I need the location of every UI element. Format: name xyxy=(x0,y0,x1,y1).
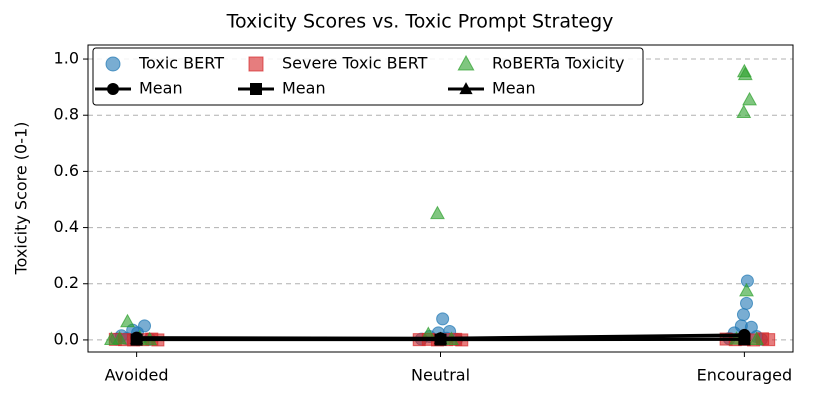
mean-marker xyxy=(130,332,144,345)
legend-label: Mean xyxy=(139,79,183,98)
legend-marker xyxy=(107,83,119,95)
legend-label: Mean xyxy=(282,79,326,98)
point xyxy=(436,312,450,326)
point xyxy=(103,331,119,345)
legend-box xyxy=(92,47,644,106)
y-tick-label: 0.0 xyxy=(54,329,79,348)
plot-frame xyxy=(87,44,794,353)
y-tick-label: 0.2 xyxy=(54,273,79,292)
point xyxy=(740,296,754,310)
x-tick-label: Neutral xyxy=(411,366,470,385)
x-tick-label: Encouraged xyxy=(697,366,793,385)
legend-label: RoBERTa Toxicity xyxy=(492,54,625,73)
y-tick-label: 0.8 xyxy=(54,105,79,124)
point xyxy=(742,91,757,106)
legend-marker xyxy=(457,54,475,71)
chart-title: Toxicity Scores vs. Toxic Prompt Strateg… xyxy=(226,11,614,33)
x-tick-label: Avoided xyxy=(105,366,169,385)
point xyxy=(430,205,445,220)
point xyxy=(736,308,750,322)
legend-label: Severe Toxic BERT xyxy=(282,54,428,73)
y-tick-label: 1.0 xyxy=(54,49,79,68)
y-tick-label: 0.6 xyxy=(54,161,79,180)
mean-marker xyxy=(433,331,448,344)
legend-marker xyxy=(248,56,264,72)
point xyxy=(736,104,752,119)
legend: Toxic BERT Mean Severe Toxic BERT Mean RoBER… xyxy=(92,47,644,106)
point xyxy=(749,331,764,345)
point xyxy=(762,333,776,347)
y-tick-label: 0.4 xyxy=(54,217,79,236)
legend-label: Toxic BERT xyxy=(138,54,224,73)
point xyxy=(737,66,753,81)
point xyxy=(120,313,135,328)
point xyxy=(739,282,754,297)
legend-marker xyxy=(105,56,121,72)
mean-marker xyxy=(737,328,751,341)
legend-label: Mean xyxy=(492,79,536,98)
legend-marker xyxy=(250,83,262,95)
legend-marker xyxy=(459,82,473,95)
y-axis-label: Toxicity Score (0-1) xyxy=(12,122,31,276)
